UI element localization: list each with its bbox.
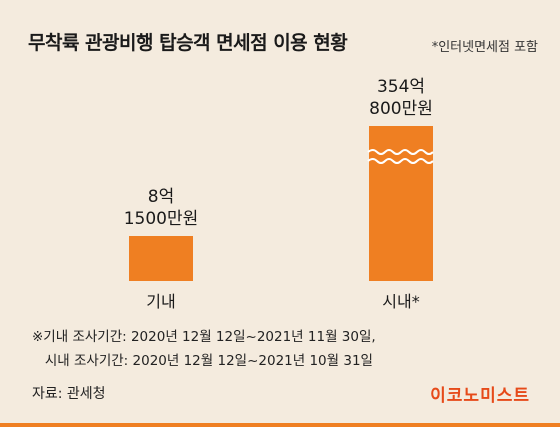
bar <box>129 236 193 281</box>
footnote-line: 시내 조사기간: 2020년 12월 12일~2021년 10월 31일 <box>32 353 373 369</box>
value-label: 800만원 <box>369 99 433 119</box>
footnote-line: ※기내 조사기간: 2020년 12월 12일~2021년 11월 30일, <box>32 329 376 345</box>
chart-title: 무착륙 관광비행 탑승객 면세점 이용 현황 <box>28 32 348 54</box>
value-label: 1500만원 <box>124 209 199 229</box>
value-label: 8억 <box>148 187 174 207</box>
chart-note: *인터넷면세점 포함 <box>431 40 538 55</box>
category-label: 기내 <box>146 292 175 311</box>
axis-break-mark <box>367 149 434 155</box>
value-label: 354억 <box>377 77 425 97</box>
source-label: 자료: 관세청 <box>32 386 106 402</box>
bar <box>369 126 433 281</box>
category-label: 시내* <box>382 292 419 311</box>
axis-break-mark <box>367 158 434 164</box>
brand-logo: 이코노미스트 <box>430 386 530 406</box>
bottom-rule <box>0 423 560 427</box>
survey-period-footnotes: ※기내 조사기간: 2020년 12월 12일~2021년 11월 30일, 시… <box>32 325 376 373</box>
